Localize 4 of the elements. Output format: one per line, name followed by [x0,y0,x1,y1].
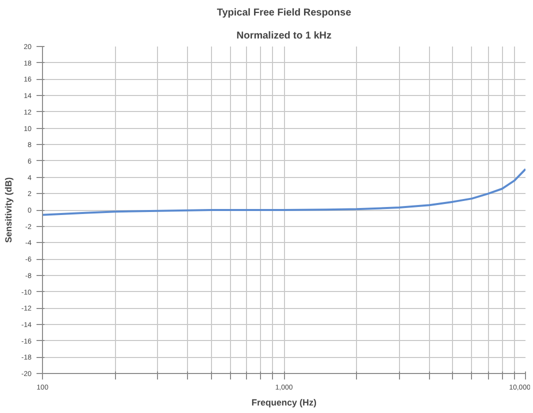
x-axis-title: Frequency (Hz) [251,398,317,408]
chart-title: Typical Free Field Response [216,8,352,18]
chart-subtitle: Normalized to 1 kHz [236,30,332,42]
y-axis-title: Sensitivity (dB) [3,177,14,243]
